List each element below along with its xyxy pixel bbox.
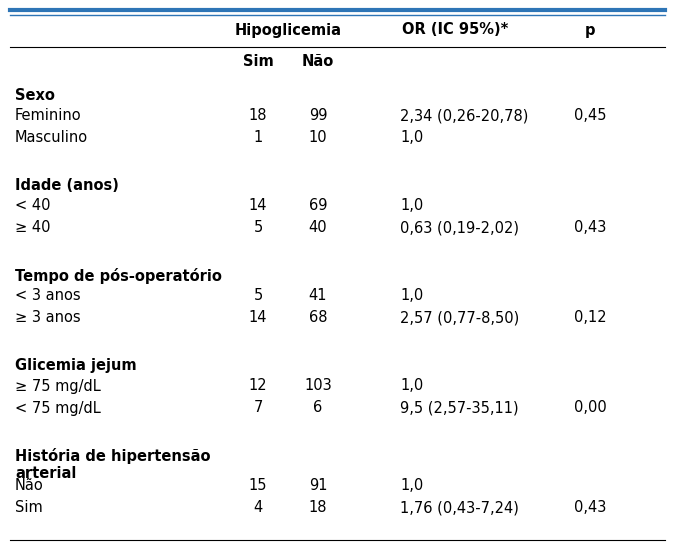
Text: 5: 5	[253, 220, 263, 235]
Text: Glicemia jejum: Glicemia jejum	[15, 358, 136, 373]
Text: 18: 18	[249, 108, 267, 124]
Text: Não: Não	[15, 479, 44, 494]
Text: 0,12: 0,12	[574, 310, 606, 325]
Text: 14: 14	[249, 198, 267, 214]
Text: 10: 10	[308, 130, 327, 145]
Text: 1: 1	[253, 130, 263, 145]
Text: 6: 6	[313, 400, 323, 415]
Text: ≥ 75 mg/dL: ≥ 75 mg/dL	[15, 378, 101, 394]
Text: 0,43: 0,43	[574, 220, 606, 235]
Text: 103: 103	[304, 378, 332, 394]
Text: 68: 68	[308, 310, 327, 325]
Text: 1,0: 1,0	[400, 479, 423, 494]
Text: < 3 anos: < 3 anos	[15, 288, 80, 304]
Text: 0,43: 0,43	[574, 500, 606, 515]
Text: Tempo de pós-operatório: Tempo de pós-operatório	[15, 268, 222, 284]
Text: 9,5 (2,57-35,11): 9,5 (2,57-35,11)	[400, 400, 518, 415]
Text: Feminino: Feminino	[15, 108, 82, 124]
Text: 41: 41	[308, 288, 327, 304]
Text: 91: 91	[308, 479, 327, 494]
Text: 0,45: 0,45	[574, 108, 606, 124]
Text: Idade (anos): Idade (anos)	[15, 178, 119, 193]
Text: História de hipertensão: História de hipertensão	[15, 448, 211, 464]
Text: Masculino: Masculino	[15, 130, 88, 145]
Text: 12: 12	[248, 378, 267, 394]
Text: 69: 69	[308, 198, 327, 214]
Text: Sexo: Sexo	[15, 88, 55, 103]
Text: Não: Não	[302, 54, 334, 69]
Text: 1,0: 1,0	[400, 288, 423, 304]
Text: 7: 7	[253, 400, 263, 415]
Text: ≥ 3 anos: ≥ 3 anos	[15, 310, 80, 325]
Text: ≥ 40: ≥ 40	[15, 220, 51, 235]
Text: < 75 mg/dL: < 75 mg/dL	[15, 400, 101, 415]
Text: 5: 5	[253, 288, 263, 304]
Text: 15: 15	[249, 479, 267, 494]
Text: arterial: arterial	[15, 466, 76, 481]
Text: 0,00: 0,00	[574, 400, 606, 415]
Text: Hipoglicemia: Hipoglicemia	[234, 22, 342, 37]
Text: p: p	[585, 22, 595, 37]
Text: 40: 40	[308, 220, 327, 235]
Text: Sim: Sim	[242, 54, 273, 69]
Text: 2,57 (0,77-8,50): 2,57 (0,77-8,50)	[400, 310, 519, 325]
Text: 1,0: 1,0	[400, 378, 423, 394]
Text: 18: 18	[308, 500, 327, 515]
Text: 4: 4	[253, 500, 263, 515]
Text: OR (IC 95%)*: OR (IC 95%)*	[402, 22, 508, 37]
Text: Sim: Sim	[15, 500, 43, 515]
Text: 99: 99	[308, 108, 327, 124]
Text: 1,0: 1,0	[400, 130, 423, 145]
Text: < 40: < 40	[15, 198, 51, 214]
Text: 1,0: 1,0	[400, 198, 423, 214]
Text: 14: 14	[249, 310, 267, 325]
Text: 0,63 (0,19-2,02): 0,63 (0,19-2,02)	[400, 220, 519, 235]
Text: 2,34 (0,26-20,78): 2,34 (0,26-20,78)	[400, 108, 529, 124]
Text: 1,76 (0,43-7,24): 1,76 (0,43-7,24)	[400, 500, 519, 515]
